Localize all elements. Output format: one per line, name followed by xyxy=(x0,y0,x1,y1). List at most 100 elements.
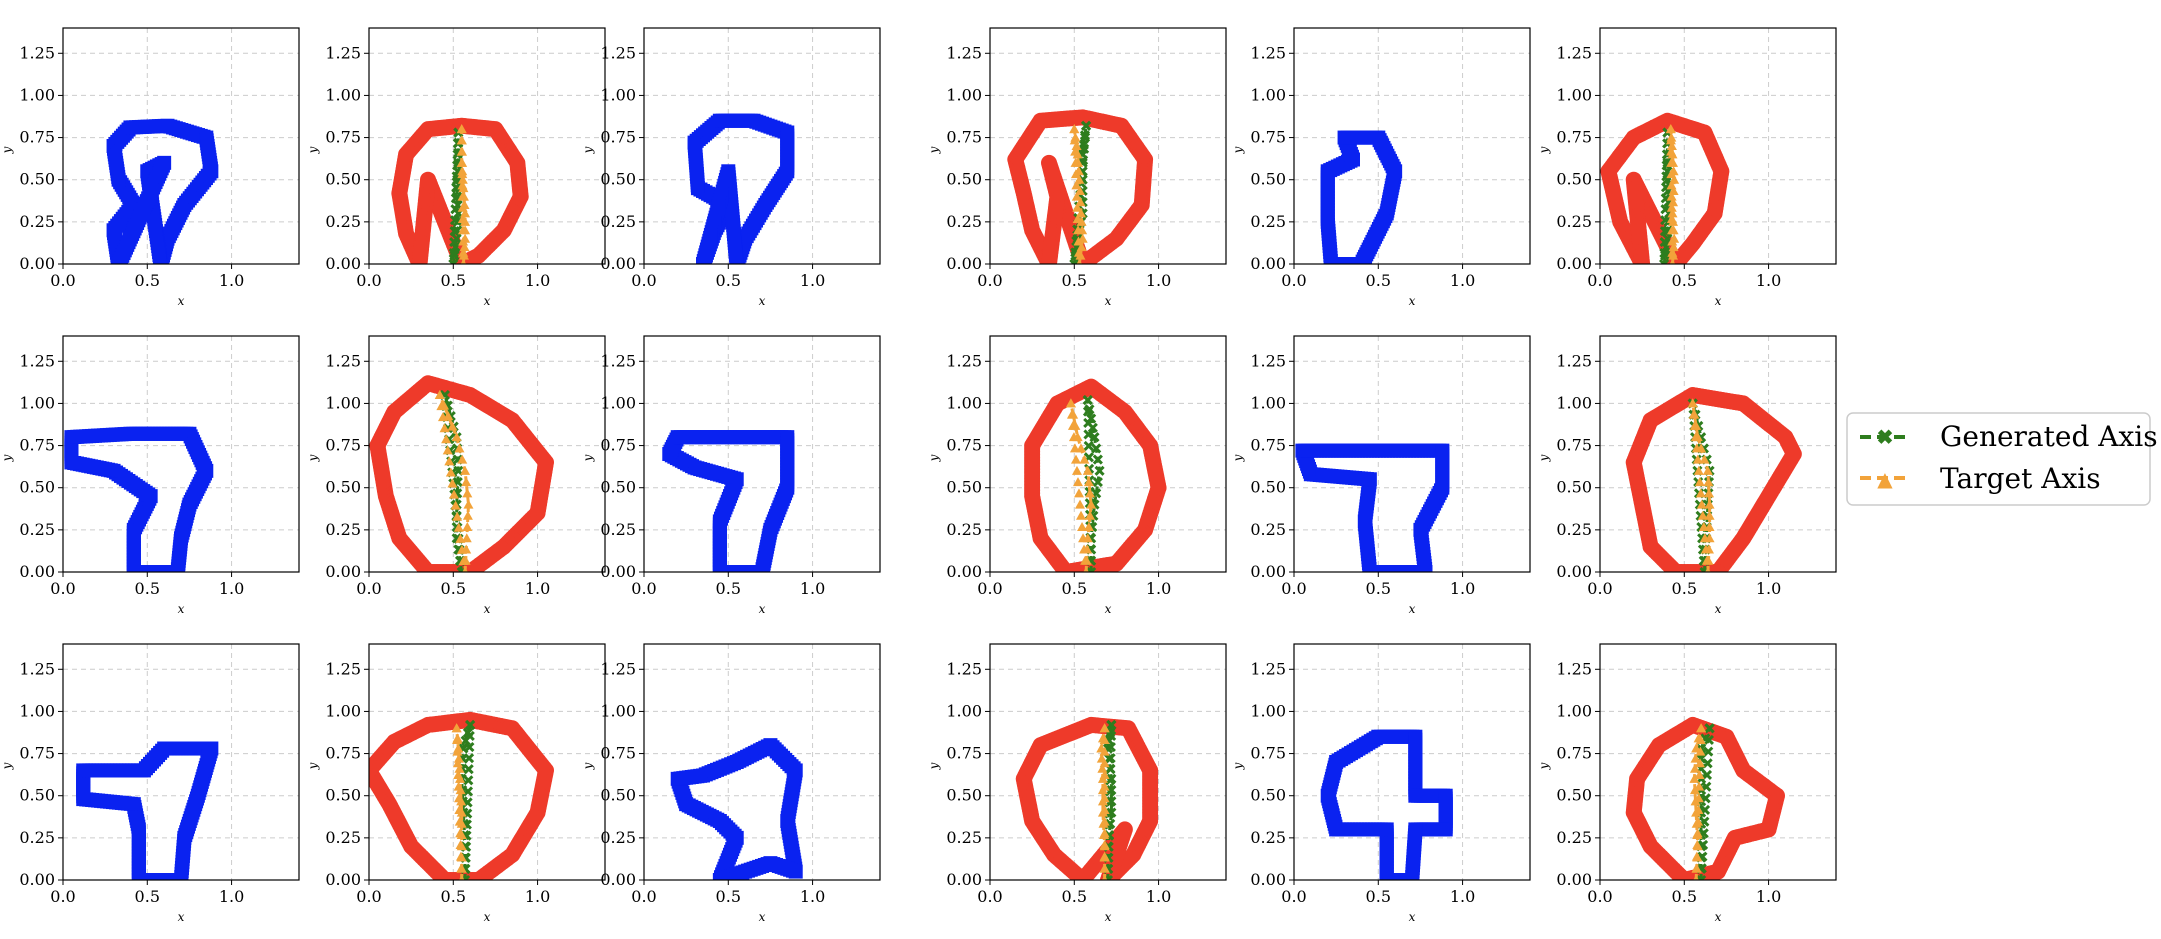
target-axis-marker xyxy=(1699,454,1710,464)
target-axis-marker xyxy=(1693,816,1704,826)
target-axis-series xyxy=(1069,124,1088,264)
target-axis-marker xyxy=(1073,236,1084,246)
input-shape-series xyxy=(687,113,795,264)
target-axis-marker xyxy=(1696,499,1707,509)
target-axis-marker xyxy=(459,242,470,252)
legend: ✖ Generated Axis ▲ Target Axis xyxy=(1846,412,2158,506)
x-tick-label: 0.5 xyxy=(1672,579,1697,598)
axes-frame xyxy=(1293,643,1531,881)
generated-axis-marker xyxy=(1660,204,1671,215)
y-tick-label: 1.25 xyxy=(325,43,361,62)
target-axis-marker xyxy=(1691,443,1702,453)
x-axis-label: x xyxy=(1409,910,1416,924)
plot-data xyxy=(369,375,554,572)
subplot-10: 0.0 0.5 1.0 0.00 0.25 0.50 0.75 1.00 1.25 x y xyxy=(927,335,1227,616)
target-axis-marker xyxy=(451,723,462,733)
x-tick-label: 1.0 xyxy=(1146,579,1171,598)
x-tick-label: 0.5 xyxy=(1366,887,1391,906)
generated-axis-marker xyxy=(1079,143,1090,154)
x-tick-label: 0.5 xyxy=(716,271,741,290)
target-axis-marker xyxy=(1076,208,1087,218)
y-tick-label: 0.00 xyxy=(325,870,361,889)
generated-axis-marker xyxy=(1092,454,1103,465)
y-tick-label: 1.00 xyxy=(325,393,361,412)
x-tick-label: 0.5 xyxy=(1062,579,1087,598)
x-tick-label: 0.0 xyxy=(50,579,75,598)
target-axis-marker xyxy=(453,522,464,532)
target-axis-marker xyxy=(1667,247,1678,257)
shape-marker xyxy=(696,254,711,264)
y-tick-label: 0.50 xyxy=(1250,170,1286,189)
y-tick-label: 0.75 xyxy=(1556,128,1592,147)
y-tick-label: 1.00 xyxy=(19,85,55,104)
x-tick-label: 1.0 xyxy=(219,271,244,290)
target-axis-marker xyxy=(1691,863,1702,873)
y-tick-label: 0.00 xyxy=(1556,870,1592,889)
target-axis-marker xyxy=(1071,180,1082,190)
x-tick-label: 0.0 xyxy=(977,579,1002,598)
plot-data xyxy=(1320,130,1403,264)
y-tick-label: 1.25 xyxy=(1250,351,1286,370)
shape-marker xyxy=(439,872,456,880)
target-axis-marker xyxy=(1076,510,1087,520)
x-tick-label: 0.0 xyxy=(977,887,1002,906)
subplot-1: 0.0 0.5 1.0 0.00 0.25 0.50 0.75 1.00 1.25 x y xyxy=(0,27,300,308)
target-axis-marker xyxy=(1666,202,1677,212)
y-tick-label: 0.00 xyxy=(600,254,636,273)
target-axis-marker xyxy=(1666,191,1677,201)
generated-axis-marker xyxy=(1082,406,1094,417)
y-axis-label: y xyxy=(1537,454,1551,462)
x-axis-label: x xyxy=(484,294,491,308)
generated-axis-marker xyxy=(1659,237,1670,248)
target-axis-marker xyxy=(458,247,469,257)
target-axis-marker xyxy=(457,174,468,184)
plot-data xyxy=(1625,716,1785,880)
x-tick-label: 0.5 xyxy=(441,887,466,906)
plot-data xyxy=(64,426,214,572)
x-tick-label: 0.5 xyxy=(135,271,160,290)
target-axis-marker xyxy=(1698,522,1709,532)
target-axis-marker xyxy=(463,499,474,509)
subplot-8: 0.0 0.5 1.0 0.00 0.25 0.50 0.75 1.00 1.25 x y xyxy=(306,335,606,616)
target-axis-marker xyxy=(452,746,463,756)
target-axis-marker xyxy=(1702,465,1713,475)
y-tick-label: 0.50 xyxy=(19,478,55,497)
target-axis-marker xyxy=(1667,236,1678,246)
target-axis-marker xyxy=(1069,124,1080,134)
axes-frame xyxy=(643,643,881,881)
target-axis-marker xyxy=(1099,781,1110,791)
y-tick-label: 0.00 xyxy=(325,254,361,273)
y-tick-label: 0.75 xyxy=(19,128,55,147)
y-tick-label: 0.00 xyxy=(946,870,982,889)
target-axis-marker xyxy=(1694,758,1705,768)
legend-label-target-axis: Target Axis xyxy=(1940,462,2101,495)
y-tick-label: 0.00 xyxy=(600,870,636,889)
target-axis-marker xyxy=(1099,793,1110,803)
y-tick-label: 0.00 xyxy=(1250,870,1286,889)
y-tick-label: 0.50 xyxy=(946,786,982,805)
y-tick-label: 0.25 xyxy=(1556,520,1592,539)
shape-marker xyxy=(1633,252,1650,264)
subplot-9: 0.0 0.5 1.0 0.00 0.25 0.50 0.75 1.00 1.25 x y xyxy=(581,335,881,616)
target-axis-marker xyxy=(1665,135,1676,145)
target-axis-marker xyxy=(453,753,464,763)
generated-axis-marker xyxy=(1701,769,1713,781)
generated-axis-marker xyxy=(1658,258,1670,264)
y-tick-label: 0.00 xyxy=(946,254,982,273)
subplot-14: 0.0 0.5 1.0 0.00 0.25 0.50 0.75 1.00 1.25 x y xyxy=(306,643,606,924)
x-tick-label: 0.0 xyxy=(356,271,381,290)
y-tick-label: 0.50 xyxy=(600,786,636,805)
target-axis-marker xyxy=(462,567,468,572)
y-tick-label: 0.75 xyxy=(1250,128,1286,147)
target-axis-series xyxy=(1687,398,1715,572)
axes-frame xyxy=(989,27,1227,265)
target-axis-marker xyxy=(457,202,468,212)
shape-marker xyxy=(1670,564,1687,572)
subplot-13: 0.0 0.5 1.0 0.00 0.25 0.50 0.75 1.00 1.25 x y xyxy=(0,643,300,924)
y-tick-label: 1.00 xyxy=(600,393,636,412)
target-axis-marker xyxy=(1099,863,1110,873)
target-axis-marker xyxy=(1066,409,1077,419)
target-axis-marker xyxy=(1083,567,1089,572)
target-axis-marker xyxy=(434,390,445,399)
y-tick-label: 0.25 xyxy=(325,828,361,847)
